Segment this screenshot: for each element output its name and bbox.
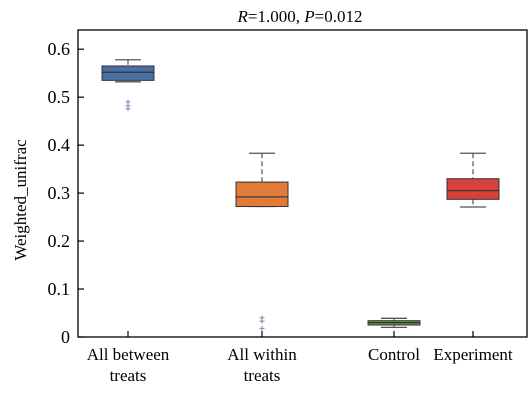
y-tick-label: 0.6 — [48, 39, 71, 59]
outlier-point — [259, 325, 265, 331]
plot-frame — [77, 29, 528, 338]
y-tick-label: 0.1 — [48, 279, 71, 299]
box — [235, 181, 289, 208]
chart-title-part: =1.000, — [248, 7, 304, 26]
outlier-point — [259, 315, 265, 321]
y-tick-label: 0.2 — [48, 231, 71, 251]
y-axis-label: Weighted_unifrac — [11, 139, 30, 261]
box-group — [446, 152, 500, 208]
x-tick-label: All within — [227, 345, 297, 364]
x-tick-label: treats — [110, 366, 147, 385]
chart-title-part: P — [303, 7, 314, 26]
box — [446, 178, 500, 200]
y-tick-label: 0.3 — [48, 183, 71, 203]
x-tick-label: treats — [244, 366, 281, 385]
box — [101, 65, 155, 81]
y-tick-label: 0 — [61, 327, 70, 347]
box-group — [367, 317, 421, 329]
outlier-point — [125, 99, 131, 105]
x-tick-label: Experiment — [433, 345, 513, 364]
chart-title: R=1.000, P=0.012 — [237, 7, 363, 26]
x-tick-label: All between — [87, 345, 170, 364]
chart-title-part: R — [237, 7, 249, 26]
chart-title-part: =0.012 — [315, 7, 363, 26]
plot-area: 0 0.1 0.2 0.3 0.4 0.5 0.6 All between treats All … — [48, 29, 528, 385]
y-tick-label: 0.4 — [48, 135, 71, 155]
box-group — [101, 59, 155, 112]
y-tick-label: 0.5 — [48, 87, 71, 107]
box-group — [235, 152, 289, 331]
x-tick-label: Control — [368, 345, 420, 364]
